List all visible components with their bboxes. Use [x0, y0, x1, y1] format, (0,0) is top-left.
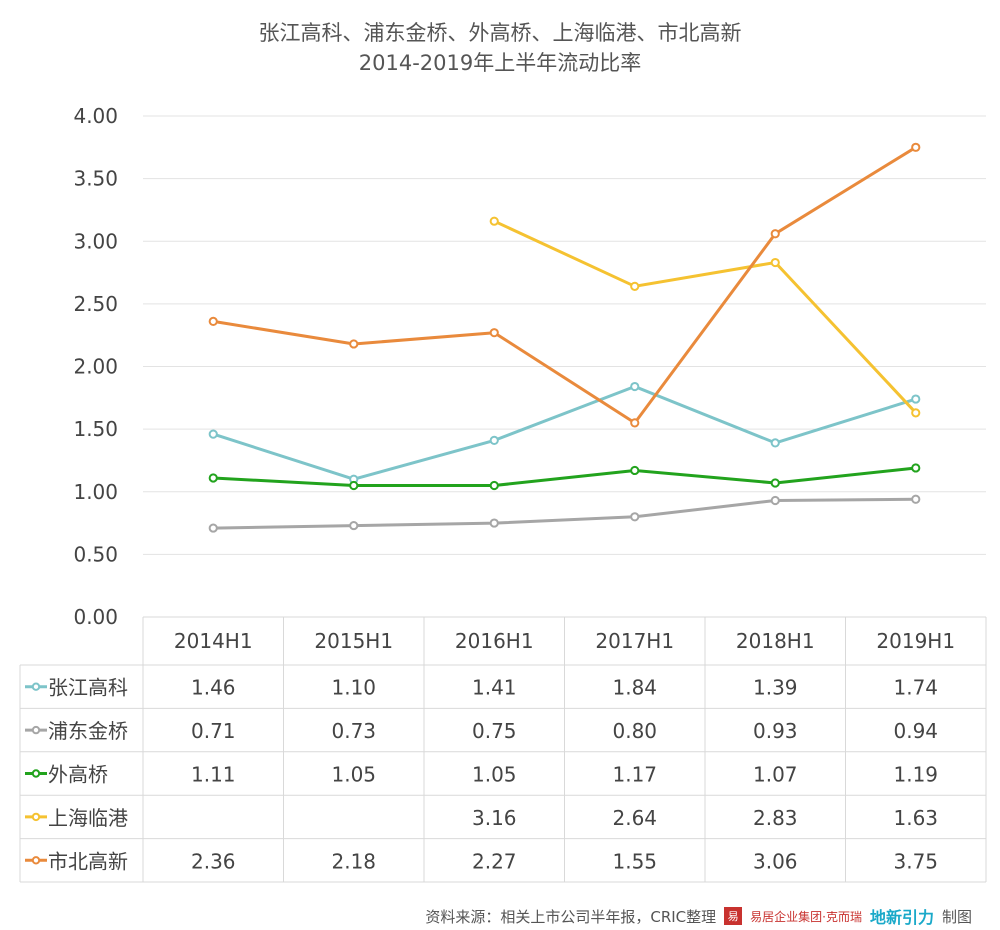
data-label: 3.16 — [472, 806, 517, 830]
data-point — [630, 418, 640, 428]
data-point — [489, 328, 499, 338]
data-point — [208, 473, 218, 483]
legend-marker — [31, 812, 41, 822]
company-logo: 易 — [724, 907, 743, 925]
chart-subtitle: 2014-2019年上半年流动比率 — [358, 51, 642, 75]
y-tick-label: 2.00 — [73, 355, 118, 379]
data-point — [349, 339, 359, 349]
data-label: 1.39 — [753, 676, 798, 700]
data-point — [489, 216, 499, 226]
data-label: 0.80 — [612, 719, 657, 743]
data-point — [208, 523, 218, 533]
made-by-label: 制图 — [941, 907, 972, 926]
data-label: 1.05 — [472, 763, 517, 787]
data-label: 1.41 — [472, 676, 517, 700]
data-label: 1.74 — [893, 676, 938, 700]
data-point — [911, 394, 921, 404]
data-label: 2.27 — [472, 849, 517, 873]
brand-logo: 地新引力 — [869, 908, 934, 927]
data-point — [770, 478, 780, 488]
series-line — [212, 385, 917, 481]
chart-title-block: 张江高科、浦东金桥、外高桥、上海临港、市北高新 2014-2019年上半年流动比… — [0, 18, 1000, 78]
data-label: 1.63 — [893, 806, 938, 830]
y-tick-label: 2.50 — [73, 292, 118, 316]
series-line — [213, 497, 916, 530]
data-label: 2.36 — [191, 849, 236, 873]
series-line — [213, 146, 917, 425]
company-logo-text: 易居企业集团·克而瑞 — [750, 909, 862, 924]
data-label: 3.06 — [753, 849, 798, 873]
data-label: 1.11 — [191, 763, 236, 787]
footer: 资料来源：相关上市公司半年报，CRIC整理 易 易居企业集团·克而瑞 地新引力 … — [425, 904, 972, 928]
y-tick-label: 0.50 — [73, 542, 118, 566]
data-label: 3.75 — [893, 849, 938, 873]
legend-label: 市北高新 — [48, 849, 128, 873]
chart-title: 张江高科、浦东金桥、外高桥、上海临港、市北高新 — [258, 21, 742, 45]
data-point — [208, 429, 218, 439]
data-point — [349, 520, 359, 531]
y-tick-label: 3.00 — [73, 229, 118, 253]
y-tick-label: 1.00 — [73, 480, 118, 504]
data-point — [489, 435, 499, 445]
data-point — [770, 495, 780, 506]
legend-marker — [31, 769, 41, 778]
data-point — [208, 316, 218, 327]
legend-label: 外高桥 — [48, 763, 108, 787]
legend-label: 浦东金桥 — [48, 719, 128, 743]
data-point — [630, 512, 640, 522]
data-point — [911, 142, 921, 152]
data-label: 1.17 — [612, 763, 657, 787]
x-tick-label: 2019H1 — [876, 629, 955, 653]
data-point — [770, 438, 780, 448]
legend-marker — [31, 682, 41, 691]
x-tick-label: 2017H1 — [595, 629, 674, 653]
data-label: 1.84 — [612, 676, 657, 700]
data-point — [770, 229, 780, 239]
data-point — [911, 463, 921, 473]
data-label: 0.94 — [893, 719, 938, 743]
data-label: 2.18 — [331, 849, 376, 873]
data-label: 0.71 — [191, 719, 236, 743]
source-note: 资料来源：相关上市公司半年报，CRIC整理 — [425, 907, 717, 926]
series-line — [213, 466, 916, 487]
data-point — [911, 408, 921, 418]
legend-label: 张江高科 — [48, 676, 128, 700]
data-point — [630, 381, 640, 392]
x-tick-label: 2014H1 — [174, 629, 253, 653]
legend-label: 上海临港 — [48, 806, 128, 830]
y-tick-label: 1.50 — [73, 417, 118, 441]
data-label: 1.46 — [191, 676, 236, 700]
series-line — [493, 219, 917, 414]
x-tick-label: 2018H1 — [736, 629, 815, 653]
data-label: 1.55 — [612, 849, 657, 873]
data-point — [770, 257, 780, 268]
data-point — [489, 518, 499, 528]
data-label: 0.93 — [753, 719, 798, 743]
data-label: 0.73 — [331, 719, 376, 743]
legend-marker — [31, 725, 41, 735]
data-label: 1.05 — [331, 763, 376, 787]
data-point — [911, 494, 921, 504]
legend-marker — [31, 856, 41, 865]
data-label: 1.10 — [331, 676, 376, 700]
data-label: 0.75 — [472, 719, 517, 743]
data-label: 2.83 — [753, 806, 798, 830]
data-label: 1.07 — [753, 763, 798, 787]
data-point — [349, 480, 359, 491]
y-tick-label: 3.50 — [73, 167, 118, 191]
line-chart: 0.00 0.50 1.00 1.50 2.00 2.50 3.00 3.50 4.00 2014… — [19, 104, 987, 883]
y-tick-label: 4.00 — [73, 104, 118, 128]
y-tick-label: 0.00 — [73, 605, 118, 629]
data-point — [630, 465, 640, 476]
x-tick-label: 2016H1 — [455, 629, 534, 653]
x-tick-label: 2015H1 — [314, 629, 393, 653]
data-label: 1.19 — [893, 763, 938, 787]
data-label: 2.64 — [612, 806, 657, 830]
data-point — [630, 281, 640, 291]
data-point — [489, 480, 499, 491]
